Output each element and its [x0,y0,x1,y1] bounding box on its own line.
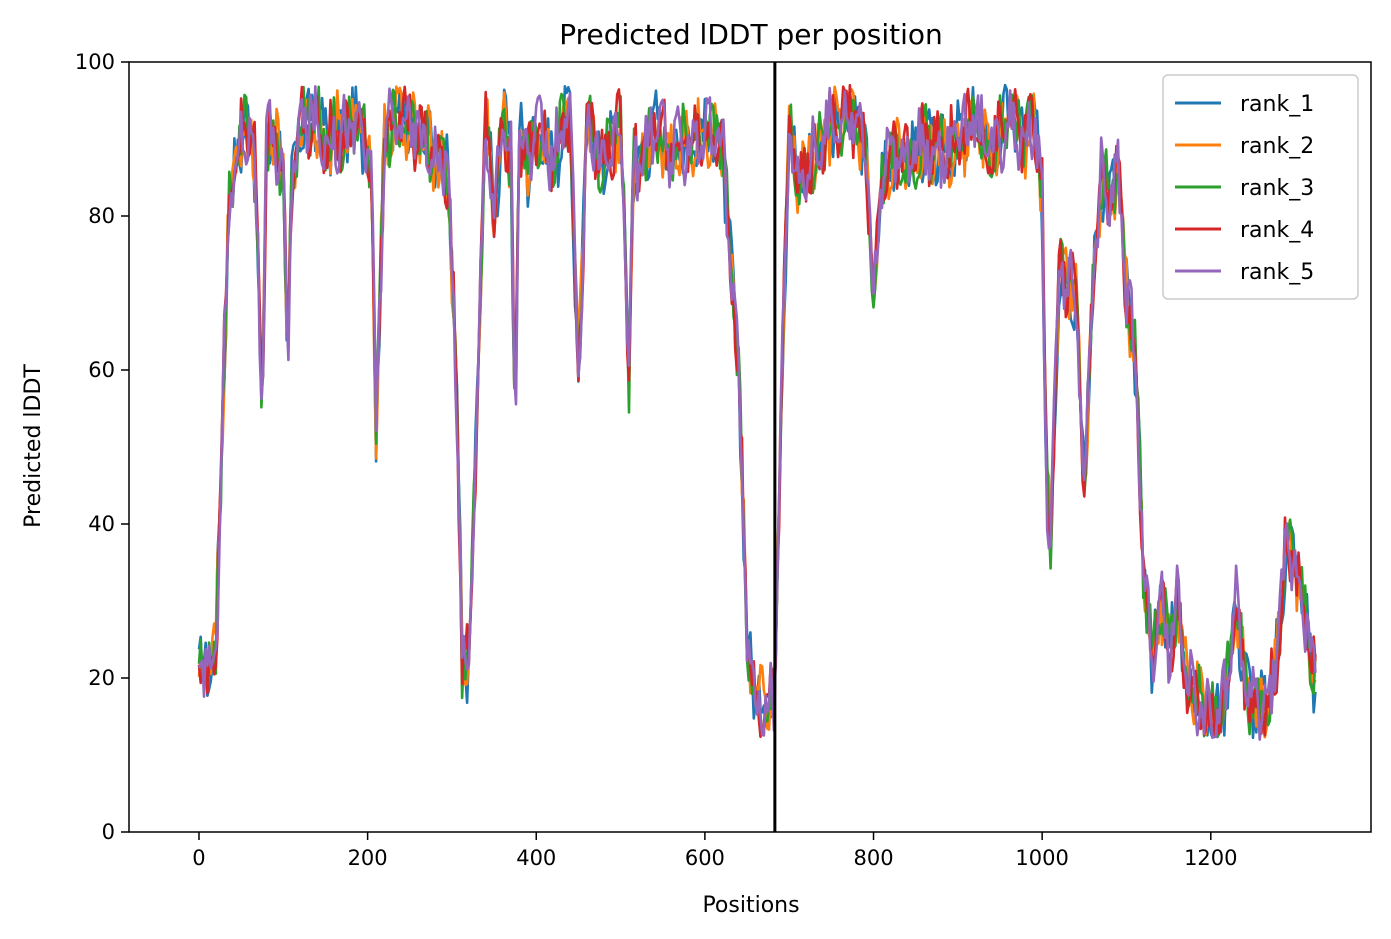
plot-frame [128,61,1372,833]
y-tick-label: 0 [102,820,115,844]
y-axis-ticks: 0 20 40 60 80 100 [75,50,129,844]
legend-label-rank-2: rank_2 [1240,134,1314,159]
x-tick-label: 400 [516,846,556,870]
y-tick-label: 40 [88,512,115,536]
y-axis-label: Predicted lDDT [21,364,46,528]
legend: rank_1 rank_2 rank_3 rank_4 rank_5 [1162,74,1359,300]
legend-box [1162,74,1359,300]
x-axis-label: Positions [702,893,799,918]
legend-label-rank-1: rank_1 [1240,92,1314,117]
y-tick-label: 20 [88,666,115,690]
y-tick-label: 80 [88,204,115,228]
series-line-rank-2 [197,85,1317,739]
y-tick-label: 100 [75,50,115,74]
x-axis-ticks: 0 200 400 600 800 1000 1200 [192,832,1238,870]
chart-title: Predicted lDDT per position [559,18,943,51]
x-tick-label: 1200 [1184,846,1237,870]
legend-label-rank-3: rank_3 [1240,176,1314,201]
x-tick-label: 200 [348,846,388,870]
legend-label-rank-5: rank_5 [1240,260,1314,285]
series-layer [197,83,1317,741]
y-tick-label: 60 [88,358,115,382]
x-tick-label: 800 [853,846,893,870]
series-line-rank-5 [197,85,1317,741]
x-tick-label: 1000 [1015,846,1068,870]
x-tick-label: 600 [685,846,725,870]
x-tick-label: 0 [192,846,205,870]
legend-label-rank-4: rank_4 [1240,218,1314,243]
